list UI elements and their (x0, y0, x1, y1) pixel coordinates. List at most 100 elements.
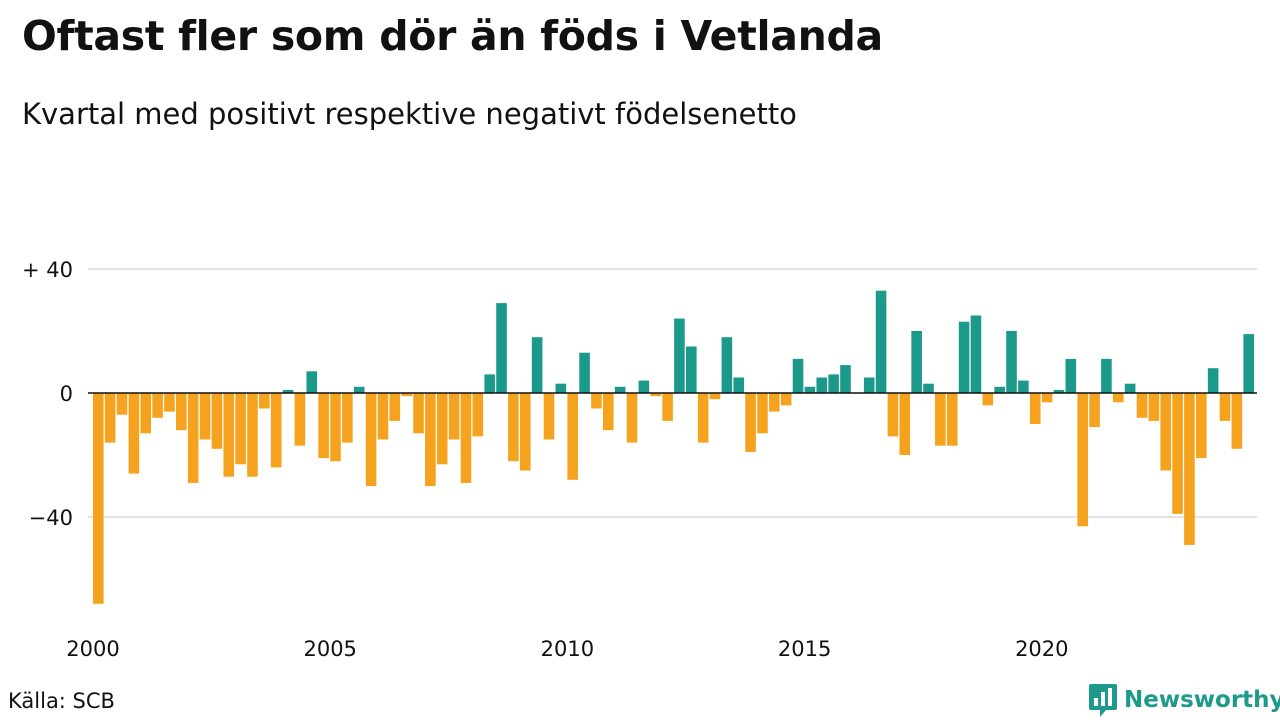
bar (780, 393, 792, 406)
bar (875, 290, 887, 393)
bar (958, 321, 970, 393)
bar (614, 386, 626, 393)
bar (377, 393, 389, 440)
bar (401, 393, 412, 397)
bar (816, 377, 828, 393)
bar (531, 337, 543, 393)
bar (1207, 368, 1219, 393)
bar (638, 380, 650, 393)
bar (1089, 393, 1100, 428)
bar (389, 393, 401, 421)
bar (792, 358, 804, 393)
x-tick-label: 2015 (778, 637, 831, 661)
bar (1006, 331, 1017, 393)
bar (199, 393, 211, 440)
bar (365, 393, 377, 486)
bar (1219, 393, 1231, 421)
bar (1053, 389, 1065, 393)
bar (804, 386, 816, 393)
bar (259, 393, 270, 409)
bar (1065, 358, 1077, 393)
bar (330, 393, 341, 462)
bar (1231, 393, 1243, 449)
bar (164, 393, 175, 412)
bar (342, 393, 353, 443)
x-tick-label: 2010 (541, 637, 594, 661)
y-tick-label: 0 (60, 382, 73, 406)
bar (543, 393, 555, 440)
bar (460, 393, 472, 483)
bar (1041, 393, 1053, 403)
bar (496, 303, 507, 393)
bar (946, 393, 958, 446)
bar (626, 393, 638, 443)
bar (1077, 393, 1088, 527)
chart-title: Oftast fler som dör än föds i Vetlanda (22, 12, 883, 60)
bar (686, 346, 697, 393)
bar (923, 383, 934, 393)
bar (282, 389, 294, 393)
bar (555, 383, 567, 393)
bar (448, 393, 460, 440)
bar (425, 393, 436, 486)
bar (970, 315, 982, 393)
bar (472, 393, 484, 437)
bar (591, 393, 602, 409)
bar (270, 393, 282, 468)
bar (1112, 393, 1124, 403)
bar (899, 393, 911, 455)
bar (1029, 393, 1041, 424)
bar (116, 393, 128, 415)
bar (318, 393, 329, 459)
bar (650, 393, 662, 397)
bar (1101, 358, 1112, 393)
bar (674, 318, 685, 393)
bar (1195, 393, 1207, 459)
bar (508, 393, 519, 462)
source-note: Källa: SCB (8, 689, 115, 713)
bar (911, 331, 922, 393)
bar (187, 393, 199, 483)
bar (994, 386, 1005, 393)
bar (128, 393, 140, 474)
bar (935, 393, 946, 446)
bar (863, 377, 875, 393)
bar-chart-speech-icon (1089, 684, 1117, 717)
bar (579, 352, 590, 393)
bar (152, 393, 163, 418)
bar (484, 374, 495, 393)
bar (1160, 393, 1171, 471)
bar (697, 393, 709, 443)
bar-chart: + 40 0 −40 2000 2005 2010 2015 2020 (22, 258, 1257, 661)
bar (1136, 393, 1148, 418)
bar (733, 377, 745, 393)
bar (104, 393, 116, 443)
bar (306, 371, 318, 393)
bar (1172, 393, 1183, 514)
bar (247, 393, 258, 477)
bar (602, 393, 614, 431)
bar (93, 393, 104, 604)
brand-logo[interactable]: Newsworthy (1088, 682, 1280, 718)
bar (140, 393, 152, 434)
bar (709, 393, 721, 400)
bar (519, 393, 531, 471)
x-tick-label: 2020 (1015, 637, 1068, 661)
bar (840, 365, 851, 393)
bar (982, 393, 994, 406)
bar (235, 393, 246, 465)
y-tick-label: −40 (29, 506, 73, 530)
x-tick-label: 2005 (303, 637, 356, 661)
x-tick-label: 2000 (66, 637, 119, 661)
bar (176, 393, 187, 431)
bar (828, 374, 839, 393)
bar (1018, 380, 1029, 393)
bar (757, 393, 768, 434)
bar (436, 393, 448, 465)
bar (413, 393, 424, 434)
bar (211, 393, 223, 449)
bar (662, 393, 673, 421)
bar (223, 393, 235, 477)
bar (1124, 383, 1136, 393)
bar (567, 393, 578, 480)
